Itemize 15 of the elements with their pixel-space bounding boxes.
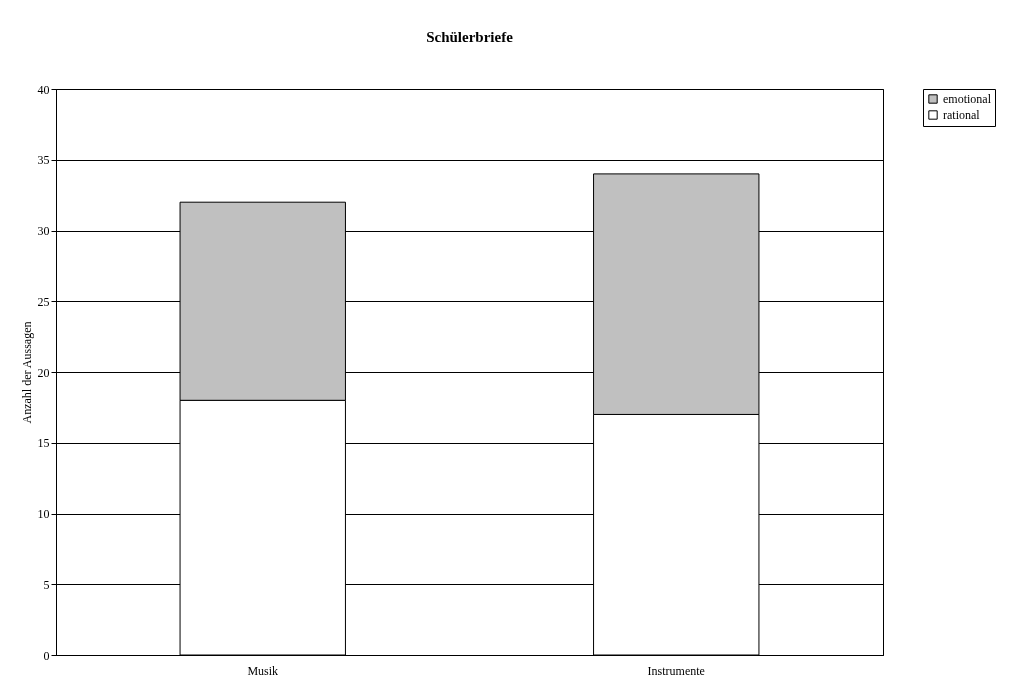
y-axis-title: Anzahl der Aussagen (19, 321, 34, 424)
y-tick-label: 0 (43, 648, 50, 663)
y-tick-label: 20 (37, 365, 50, 380)
x-tick-label: Musik (247, 663, 279, 678)
x-tick-label: Instrumente (647, 663, 705, 678)
y-tick-label: 35 (37, 153, 50, 168)
legend-label: emotional (943, 92, 992, 106)
y-tick-label: 15 (37, 436, 50, 451)
chart-title: Schülerbriefe (426, 29, 514, 45)
y-tick-label: 25 (37, 294, 50, 309)
y-tick-label: 40 (37, 82, 50, 97)
y-tick-label: 30 (37, 224, 50, 238)
y-tick-label: 10 (37, 507, 50, 521)
legend-label: rational (943, 108, 981, 122)
y-tick-label: 5 (43, 577, 50, 592)
